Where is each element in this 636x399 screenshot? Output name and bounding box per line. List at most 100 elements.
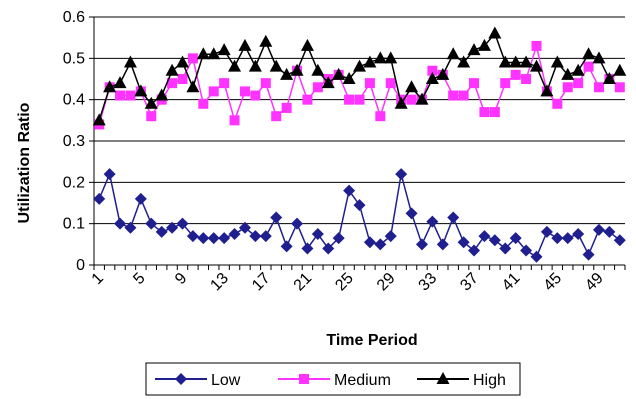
data-point [353,59,366,72]
data-point [290,63,304,76]
data-point [176,217,189,230]
data-point [500,78,511,89]
data-point [260,78,271,89]
data-point [499,242,512,255]
data-point [344,94,355,105]
data-point [562,82,573,93]
data-point [239,86,250,97]
data-point [167,78,178,89]
data-point [602,72,616,84]
data-point [415,92,429,105]
data-point [427,65,438,76]
legend: Low Medium High [145,362,521,396]
data-point [561,232,574,245]
data-point [259,230,272,243]
data-point [363,236,376,249]
data-point [467,43,481,56]
data-point [270,211,283,224]
data-point [583,61,594,72]
legend-item-medium: Medium [278,372,391,389]
data-point [593,82,604,93]
data-point [280,240,293,253]
data-point [561,67,575,80]
data-point [592,51,606,64]
data-point [301,242,314,255]
series-group [92,26,627,263]
data-point [572,228,585,240]
y-axis-title: Utilization Ratio [16,102,33,223]
data-point [571,63,585,76]
data-point [552,98,563,109]
data-point [198,98,209,109]
legend-label: Low [211,372,241,389]
x-tick-label: 45 [541,270,566,295]
data-point [124,221,137,234]
data-point [353,199,366,212]
data-point [197,232,210,245]
data-point [436,238,449,251]
data-point [458,90,469,101]
series-line [98,171,621,258]
data-point [125,90,136,101]
y-tick-label: 0.4 [63,92,85,109]
data-point [457,55,471,68]
data-point [551,232,564,245]
data-point [238,38,252,51]
data-point [343,184,356,197]
data-point [114,217,127,230]
legend-marker [436,372,450,384]
data-point [291,217,304,230]
y-tick-label: 0.5 [63,50,85,67]
x-tick-label: 25 [332,270,357,295]
data-point [219,78,230,89]
data-point [406,94,417,105]
data-point [165,63,179,76]
data-point [187,53,198,64]
data-point [364,78,375,89]
data-point [229,115,240,126]
y-tick-label: 0.6 [63,9,85,26]
data-point [280,67,294,80]
data-point [447,211,460,224]
data-point [144,96,158,109]
data-point [269,59,283,72]
data-point [93,192,106,205]
data-point [363,55,377,68]
axes [89,16,626,270]
data-point [250,90,261,101]
legend-marker [299,374,309,384]
data-point [228,228,241,240]
x-tick-label: 5 [130,270,148,288]
data-point [510,69,521,80]
data-point [394,96,408,109]
data-point [271,111,282,122]
data-point [134,192,147,205]
x-tick-label: 1 [89,270,107,288]
data-point [248,59,262,72]
data-point [103,168,116,181]
data-point [479,107,490,118]
data-point [375,111,386,122]
y-tick-label: 0.3 [63,133,85,150]
data-point [177,74,188,84]
data-point [384,51,398,64]
data-point [155,225,168,238]
data-point [613,234,626,247]
data-point [582,248,595,261]
x-tick-label: 13 [207,270,232,295]
data-point [311,228,324,240]
data-point [540,225,553,238]
data-point [405,80,419,93]
data-point [186,80,200,93]
data-point [281,102,292,113]
y-tick-labels: 0 0.1 0.2 0.3 0.4 0.5 0.6 [63,9,85,274]
series-line [98,43,621,125]
data-point [249,230,262,243]
y-tick-label: 0 [76,257,85,274]
data-point [457,236,470,249]
data-point [228,59,242,72]
series-high [92,26,627,126]
data-point [531,40,542,51]
data-point [436,67,450,80]
